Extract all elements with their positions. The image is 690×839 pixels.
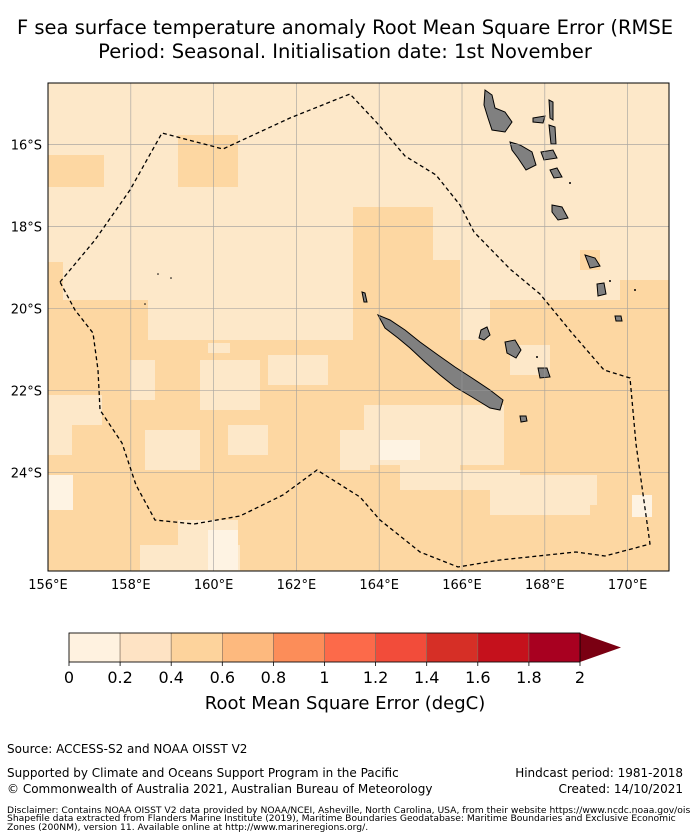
lon-tick-label: 158°E <box>111 578 151 593</box>
loyalty-islands-lifou <box>504 339 522 359</box>
colorbar-segment <box>477 632 530 663</box>
lon-tick-label: 162°E <box>277 578 317 593</box>
supported-by-text: Supported by Climate and Oceans Support … <box>7 766 399 780</box>
colorbar-segment <box>375 632 428 663</box>
colorbar-segment <box>528 632 581 663</box>
map-plot-area <box>48 83 669 571</box>
lat-tick-label: 22°S <box>11 385 42 400</box>
colorbar-tick-label: 0.8 <box>261 668 286 687</box>
colorbar-segment <box>119 632 172 663</box>
disclaimer-line-2: Shapefile data extracted from Flanders M… <box>7 814 676 824</box>
created-date: Created: 14/10/2021 <box>558 782 683 796</box>
belep-islands <box>361 291 368 303</box>
lon-tick-label: 168°E <box>525 578 565 593</box>
colorbar-segment <box>273 632 325 663</box>
new-caledonia-grande-terre <box>376 313 504 411</box>
colorbar: 0 0.2 0.4 0.6 0.8 1 1.2 1.4 1.6 1.8 2 <box>64 632 621 687</box>
colorbar-label: Root Mean Square Error (degC) <box>205 693 486 714</box>
colorbar-segment <box>170 632 223 663</box>
sst-rmse-field-low-patches <box>48 343 597 571</box>
small-islets <box>144 182 636 358</box>
colorbar-tick-label: 1 <box>319 668 329 687</box>
colorbar-tick-label: 0.4 <box>158 668 183 687</box>
loyalty-islands-mare <box>537 367 551 379</box>
vanuatu-maewo <box>532 115 546 124</box>
lon-tick-label: 164°E <box>359 578 399 593</box>
source-text: Source: ACCESS-S2 and NOAA OISST V2 <box>7 742 248 756</box>
vanuatu-efate <box>551 204 569 221</box>
colorbar-tick-label: 0.6 <box>210 668 235 687</box>
colorbar-segment <box>426 632 479 663</box>
hindcast-period: Hindcast period: 1981-2018 <box>515 766 683 780</box>
lon-tick-label: 160°E <box>194 578 234 593</box>
colorbar-tick-label: 0.2 <box>107 668 132 687</box>
vanuatu-erromango <box>584 254 601 269</box>
isle-of-pines <box>519 415 528 423</box>
lon-tick-label: 170°E <box>608 578 648 593</box>
longitude-tick-labels: 156°E 158°E 160°E 162°E 164°E 166°E 168°E 170°E <box>28 578 647 593</box>
vanuatu-malekula <box>509 141 537 171</box>
colorbar-tick-label: 1.8 <box>516 668 541 687</box>
land-masses <box>361 89 623 423</box>
latitude-tick-labels: 16°S 18°S 20°S 22°S 24°S <box>11 139 42 482</box>
lon-tick-label: 156°E <box>28 578 68 593</box>
vanuatu-pentecost <box>548 99 554 121</box>
map-title-line-1: F sea surface temperature anomaly Root M… <box>16 16 674 39</box>
vanuatu-epi <box>549 167 563 179</box>
map-title-line-2: Period: Seasonal. Initialisation date: 1… <box>98 40 592 63</box>
map-frame <box>47 82 670 572</box>
colorbar-tick-label: 1.2 <box>363 668 388 687</box>
lat-tick-label: 16°S <box>11 139 42 154</box>
colorbar-segment <box>324 632 376 663</box>
colorbar-extend-arrow <box>580 633 621 662</box>
vanuatu-espiritu-santo <box>483 89 513 133</box>
lat-tick-label: 18°S <box>11 221 42 236</box>
colorbar-tick-label: 1.4 <box>414 668 439 687</box>
vanuatu-tanna <box>596 282 607 297</box>
colorbar-tick-label: 1.6 <box>465 668 490 687</box>
sst-rmse-field-pale <box>48 440 652 570</box>
loyalty-islands-ouvea <box>478 326 491 341</box>
map-gridlines <box>48 83 669 571</box>
colorbar-tick-label: 2 <box>575 668 585 687</box>
lat-tick-label: 24°S <box>11 467 42 482</box>
disclaimer-line-3: Zones (200NM), version 11. Available onl… <box>7 823 369 833</box>
colorbar-segment <box>222 632 274 663</box>
vanuatu-ambae <box>548 124 557 145</box>
colorbar-tick-label: 0 <box>64 668 74 687</box>
disclaimer-line-1: Disclaimer: Contains NOAA OISST V2 data … <box>7 806 690 816</box>
lat-tick-label: 20°S <box>11 303 42 318</box>
lon-tick-label: 166°E <box>442 578 482 593</box>
vanuatu-aneityum <box>614 315 623 322</box>
copyright-text: © Commonwealth of Australia 2021, Austra… <box>7 782 433 796</box>
colorbar-segment <box>68 632 121 663</box>
